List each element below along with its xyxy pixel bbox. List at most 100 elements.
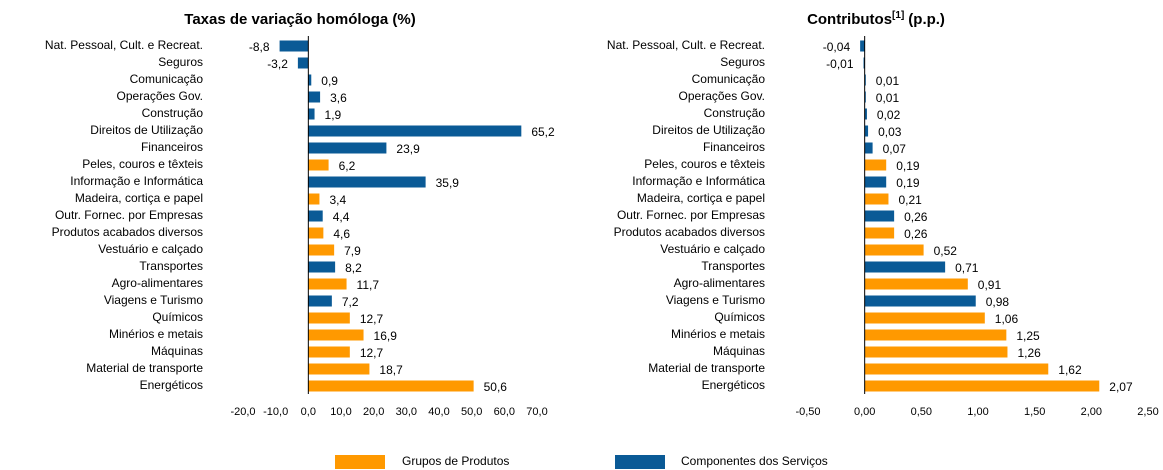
category-label: Energéticos xyxy=(140,378,203,392)
category-label: Operações Gov. xyxy=(679,89,765,103)
category-label: Informação e Informática xyxy=(70,174,203,188)
bar xyxy=(864,125,869,137)
value-label: 12,7 xyxy=(360,346,384,360)
x-tick-label: -0,50 xyxy=(795,406,820,418)
bar xyxy=(308,125,522,137)
bar xyxy=(864,312,985,324)
category-label: Outr. Fornec. por Empresas xyxy=(55,208,203,222)
bar xyxy=(297,57,309,69)
value-label: 8,2 xyxy=(345,261,362,275)
x-tick-label: 1,00 xyxy=(967,406,988,418)
legend-label: Grupos de Produtos xyxy=(402,454,509,468)
value-label: -8,8 xyxy=(249,40,270,54)
bar xyxy=(864,346,1008,358)
value-label: 7,9 xyxy=(344,244,361,258)
value-label: 4,6 xyxy=(333,227,350,241)
bar xyxy=(864,278,968,290)
bar xyxy=(860,40,865,52)
category-label: Direitos de Utilização xyxy=(652,123,765,137)
value-label: 7,2 xyxy=(342,295,359,309)
bar xyxy=(864,261,946,273)
category-label: Outr. Fornec. por Empresas xyxy=(617,208,765,222)
title-note: [1] xyxy=(892,10,904,21)
bar xyxy=(308,278,347,290)
value-label: 11,7 xyxy=(357,278,380,292)
bar xyxy=(864,142,873,154)
category-label: Seguros xyxy=(720,55,765,69)
title-text: Contributos xyxy=(807,11,892,28)
category-label: Construção xyxy=(704,106,766,120)
bar xyxy=(864,227,895,239)
bar xyxy=(864,329,1007,341)
title-unit: (p.p.) xyxy=(908,11,945,28)
bar xyxy=(308,176,426,188)
value-label: 3,4 xyxy=(329,193,346,207)
bar xyxy=(864,159,887,171)
value-label: 0,02 xyxy=(877,108,901,122)
bar xyxy=(308,142,387,154)
bar xyxy=(864,193,889,205)
category-label: Comunicação xyxy=(130,72,204,86)
category-label: Material de transporte xyxy=(86,361,203,375)
value-label: 16,9 xyxy=(374,329,398,343)
category-label: Máquinas xyxy=(713,344,765,358)
chart-title: Taxas de variação homóloga (%) xyxy=(184,11,415,28)
category-label: Produtos acabados diversos xyxy=(614,225,765,239)
bar xyxy=(864,91,866,103)
value-label: 3,6 xyxy=(330,91,347,105)
category-label: Viagens e Turismo xyxy=(666,293,765,307)
value-label: 0,21 xyxy=(898,193,922,207)
value-label: 0,01 xyxy=(876,74,900,88)
bar xyxy=(863,57,865,69)
bar xyxy=(308,91,321,103)
legend-swatch xyxy=(335,455,385,469)
category-label: Madeira, cortiça e papel xyxy=(75,191,203,205)
bar xyxy=(864,74,866,86)
value-label: -3,2 xyxy=(267,57,288,71)
category-label: Vestuário e calçado xyxy=(98,242,203,256)
category-label: Seguros xyxy=(158,55,203,69)
value-label: 0,03 xyxy=(878,125,902,139)
category-label: Minérios e metais xyxy=(671,327,765,341)
x-tick-label: 40,0 xyxy=(428,406,449,418)
bar xyxy=(864,295,976,307)
value-label: 18,7 xyxy=(379,363,403,377)
x-tick-label: 10,0 xyxy=(330,406,351,418)
value-label: 1,25 xyxy=(1016,329,1040,343)
category-label: Máquinas xyxy=(151,344,203,358)
value-label: 0,52 xyxy=(934,244,958,258)
x-tick-label: 2,50 xyxy=(1137,406,1158,418)
category-label: Material de transporte xyxy=(648,361,765,375)
value-label: 4,4 xyxy=(333,210,350,224)
category-label: Comunicação xyxy=(692,72,766,86)
value-label: 0,71 xyxy=(955,261,979,275)
bar xyxy=(864,176,887,188)
category-label: Energéticos xyxy=(702,378,765,392)
x-tick-label: 50,0 xyxy=(461,406,482,418)
value-label: 0,19 xyxy=(896,159,920,173)
value-label: -0,01 xyxy=(826,57,854,71)
value-label: 65,2 xyxy=(531,125,555,139)
value-label: 0,9 xyxy=(321,74,338,88)
value-label: 0,98 xyxy=(986,295,1010,309)
category-label: Operações Gov. xyxy=(117,89,203,103)
category-label: Peles, couros e têxteis xyxy=(82,157,203,171)
bar xyxy=(308,193,320,205)
x-tick-label: 30,0 xyxy=(396,406,417,418)
x-tick-label: 0,00 xyxy=(854,406,875,418)
value-label: 1,26 xyxy=(1017,346,1041,360)
bar xyxy=(308,312,350,324)
x-tick-label: 0,0 xyxy=(301,406,316,418)
category-label: Peles, couros e têxteis xyxy=(644,157,765,171)
legend-label: Componentes dos Serviços xyxy=(681,454,828,468)
category-label: Direitos de Utilização xyxy=(90,123,203,137)
value-label: 0,26 xyxy=(904,227,928,241)
x-tick-label: 2,00 xyxy=(1081,406,1102,418)
bar xyxy=(864,380,1100,392)
value-label: 0,19 xyxy=(896,176,920,190)
bar xyxy=(864,210,895,222)
bar xyxy=(864,244,924,256)
category-label: Transportes xyxy=(139,259,203,273)
value-label: 50,6 xyxy=(484,380,508,394)
bar xyxy=(864,108,867,120)
